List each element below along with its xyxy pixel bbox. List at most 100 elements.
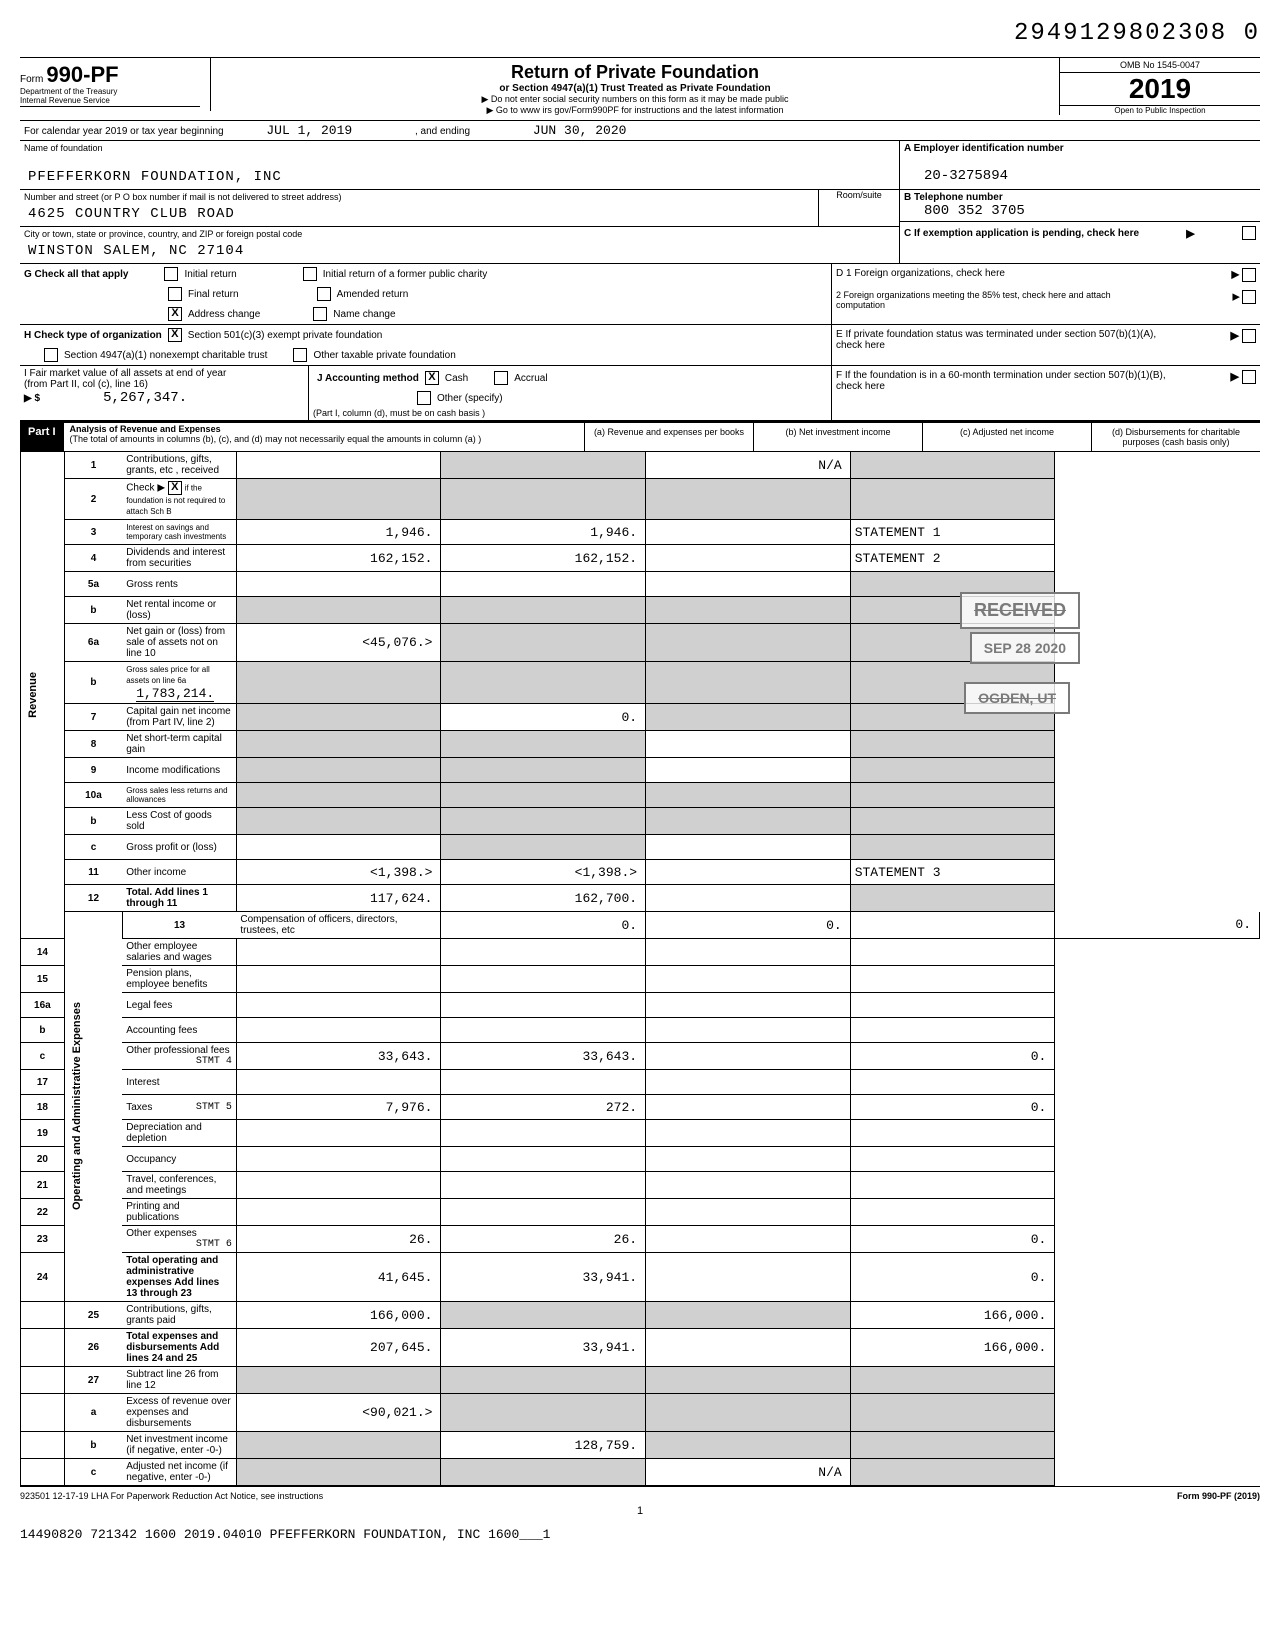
document-number: 2949129802308 0	[20, 20, 1260, 47]
r4-b: 162,152.	[441, 545, 646, 572]
i-label: I Fair market value of all assets at end…	[24, 368, 304, 379]
street-label: Number and street (or P O box number if …	[20, 190, 818, 204]
title-main: Return of Private Foundation	[221, 62, 1049, 83]
date-stamp: SEP 28 2020	[970, 632, 1080, 664]
received-stamp: RECEIVED	[960, 592, 1080, 629]
j-other: Other (specify)	[437, 393, 503, 404]
row-15: Pension plans, employee benefits	[122, 966, 236, 993]
arrow-icon: ▶	[1233, 291, 1240, 301]
street-value: 4625 COUNTRY CLUB ROAD	[20, 204, 818, 226]
r24-d: 0.	[850, 1253, 1055, 1302]
checkbox-address[interactable]: X	[168, 307, 182, 321]
row-27c: Adjusted net income (if negative, enter …	[122, 1459, 236, 1486]
h-opt2: Section 4947(a)(1) nonexempt charitable …	[64, 350, 267, 361]
row-18: Taxes	[126, 1102, 152, 1113]
r27a-a: <90,021.>	[236, 1394, 441, 1432]
r4-a: 162,152.	[236, 545, 441, 572]
footer-left: 923501 12-17-19 LHA For Paperwork Reduct…	[20, 1491, 323, 1501]
r26-b: 33,941.	[441, 1329, 646, 1367]
name-label: Name of foundation	[20, 141, 899, 155]
r13-a: 0.	[441, 912, 646, 939]
r3-a: 1,946.	[236, 520, 441, 545]
col-d-header: (d) Disbursements for charitable purpose…	[1092, 423, 1260, 451]
checkbox-name-change[interactable]	[313, 307, 327, 321]
row-24: Total operating and administrative expen…	[122, 1253, 236, 1302]
row-16c: Other professional fees	[126, 1045, 229, 1056]
title-line2: ▶ Go to www irs gov/Form990PF for instru…	[221, 105, 1049, 116]
j-label: J Accounting method	[317, 373, 419, 384]
r16c-a: 33,643.	[236, 1043, 441, 1070]
checkbox-c[interactable]	[1242, 226, 1256, 240]
calendar-mid: , and ending	[415, 126, 470, 137]
row-13: Compensation of officers, directors, tru…	[236, 912, 441, 939]
g-address: Address change	[188, 309, 260, 320]
col-a-header: (a) Revenue and expenses per books	[585, 423, 754, 451]
checkbox-other[interactable]	[417, 391, 431, 405]
checkbox-h1[interactable]: X	[168, 328, 182, 342]
phone-value: 800 352 3705	[904, 203, 1256, 219]
e-label: E If private foundation status was termi…	[836, 329, 1176, 361]
c-label: C If exemption application is pending, c…	[904, 228, 1139, 239]
r23-b: 26.	[441, 1226, 646, 1253]
checkbox-d2[interactable]	[1242, 290, 1256, 304]
row-16a: Legal fees	[122, 993, 236, 1018]
row-10a: Gross sales less returns and allowances	[122, 783, 236, 808]
part-title: Analysis of Revenue and Expenses	[70, 424, 221, 434]
row-26: Total expenses and disbursements Add lin…	[122, 1329, 236, 1367]
r1-c: N/A	[646, 452, 851, 479]
row-5a: Gross rents	[122, 572, 236, 597]
row-27b: Net investment income (if negative, ente…	[122, 1432, 236, 1459]
checkbox-h2[interactable]	[44, 348, 58, 362]
checkbox-f[interactable]	[1242, 370, 1256, 384]
part-note: (The total of amounts in columns (b), (c…	[70, 434, 482, 444]
form-prefix: Form	[20, 74, 43, 85]
r4-d: STATEMENT 2	[850, 545, 1055, 572]
checkbox-final[interactable]	[168, 287, 182, 301]
row-2: Check ▶	[126, 483, 165, 494]
row-14: Other employee salaries and wages	[122, 939, 236, 966]
r6a-a: <45,076.>	[236, 624, 441, 662]
j-cash: Cash	[445, 373, 468, 384]
row-3: Interest on savings and temporary cash i…	[122, 520, 236, 545]
r12-b: 162,700.	[441, 885, 646, 912]
checkbox-initial-former[interactable]	[303, 267, 317, 281]
r6b-val: 1,783,214.	[136, 686, 214, 702]
form-header: Form 990-PF Department of the Treasury I…	[20, 57, 1260, 121]
foundation-name: PFEFFERKORN FOUNDATION, INC	[20, 155, 899, 189]
r3-d: STATEMENT 1	[850, 520, 1055, 545]
checkbox-e[interactable]	[1242, 329, 1256, 343]
d1-label: D 1 Foreign organizations, check here	[836, 268, 1005, 282]
r3-b: 1,946.	[441, 520, 646, 545]
omb-number: OMB No 1545-0047	[1060, 58, 1260, 73]
r16c-b: 33,643.	[441, 1043, 646, 1070]
checkbox-cash[interactable]: X	[425, 371, 439, 385]
r24-b: 33,941.	[441, 1253, 646, 1302]
checkbox-h3[interactable]	[293, 348, 307, 362]
checkbox-amended[interactable]	[317, 287, 331, 301]
r18-a: 7,976.	[236, 1095, 441, 1120]
tax-year: 2019	[1060, 73, 1260, 105]
part-label: Part I	[20, 423, 64, 451]
r11-b: <1,398.>	[441, 860, 646, 885]
checkbox-initial[interactable]	[164, 267, 178, 281]
ein-label: A Employer identification number	[904, 143, 1256, 154]
j-accrual: Accrual	[514, 373, 547, 384]
checkbox-2[interactable]: X	[168, 481, 182, 495]
footer-right: Form 990-PF (2019)	[1177, 1491, 1260, 1501]
checkbox-d1[interactable]	[1242, 268, 1256, 282]
revenue-label: Revenue	[25, 662, 41, 728]
r13-b: 0.	[646, 912, 851, 939]
row-22: Printing and publications	[122, 1199, 236, 1226]
page-footer: 923501 12-17-19 LHA For Paperwork Reduct…	[20, 1486, 1260, 1505]
row-27: Subtract line 26 from line 12	[122, 1367, 236, 1394]
row-12: Total. Add lines 1 through 11	[122, 885, 236, 912]
r12-a: 117,624.	[236, 885, 441, 912]
i-arrow: ▶ $	[24, 393, 40, 404]
page-bottom: 14490820 721342 1600 2019.04010 PFEFFERK…	[20, 1527, 1260, 1542]
form-number: 990-PF	[46, 62, 118, 87]
title-sub: or Section 4947(a)(1) Trust Treated as P…	[221, 83, 1049, 94]
row-7: Capital gain net income (from Part IV, l…	[122, 704, 236, 731]
checkbox-accrual[interactable]	[494, 371, 508, 385]
row-1: Contributions, gifts, grants, etc , rece…	[122, 452, 236, 479]
row-16b: Accounting fees	[122, 1018, 236, 1043]
